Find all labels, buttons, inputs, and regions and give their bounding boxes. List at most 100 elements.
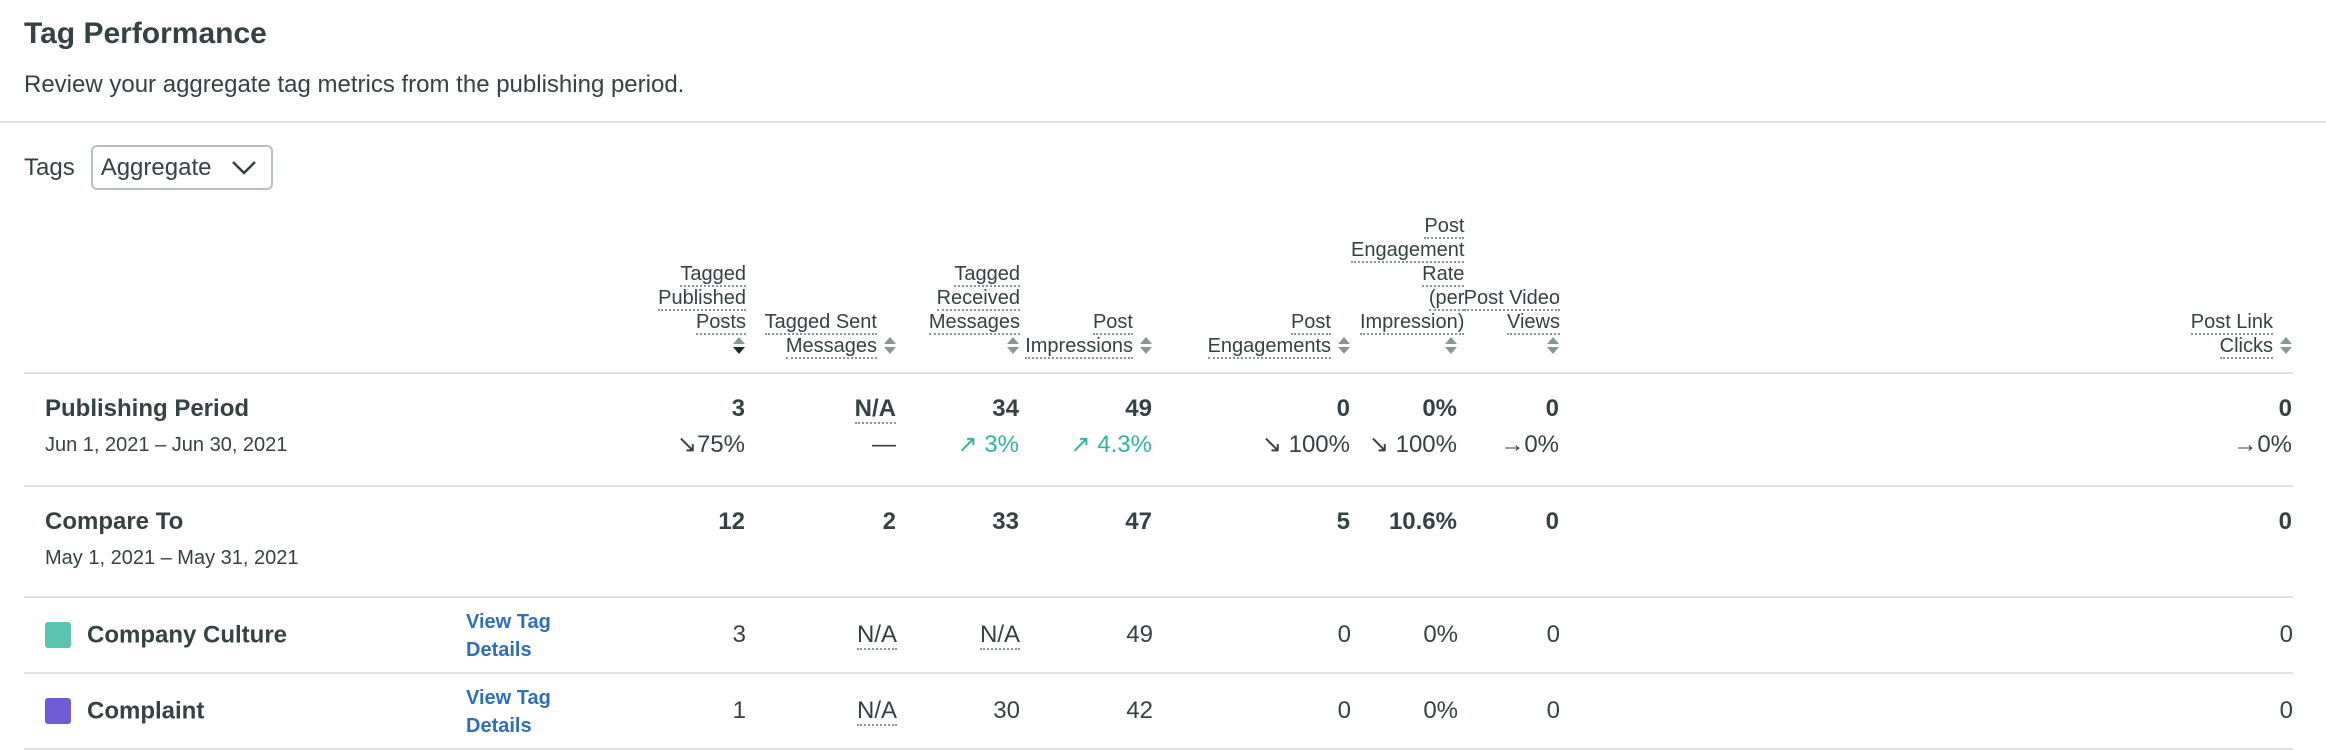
- column-header-text: Post Impressions: [1025, 310, 1133, 359]
- tag-value: 0%: [1423, 697, 1458, 724]
- tag-name: Complaint: [87, 697, 205, 725]
- period-value: 0%: [1422, 395, 1457, 422]
- column-header-7[interactable]: Post Link Clicks: [1560, 214, 2293, 373]
- column-header-line2: Messages: [928, 311, 1020, 335]
- trend-up-icon: ↗: [1070, 431, 1091, 458]
- column-header-4[interactable]: Post Engagements: [1153, 214, 1351, 373]
- column-header-line1: Tagged Received: [936, 263, 1020, 311]
- tag-value: 0: [2279, 697, 2293, 724]
- tag-row: Complaint View Tag Details 1 N/A 30 42 0 0% 0 0: [24, 673, 2293, 749]
- view-tag-details-link[interactable]: View Tag Details: [466, 611, 551, 661]
- compare-metric-1: 2: [746, 486, 897, 597]
- period-delta: ↘ 100%: [1352, 430, 1457, 460]
- trend-flat-icon: →: [2233, 431, 2258, 458]
- compare-value: 5: [1336, 508, 1350, 535]
- tag-metric-1: N/A: [746, 673, 897, 749]
- tag-value: 3: [732, 621, 746, 648]
- tag-name-cell: Company Culture: [24, 597, 466, 673]
- column-header-line2: Clicks: [2219, 335, 2273, 359]
- column-header-line1: Post: [1092, 311, 1133, 335]
- sort-icon[interactable]: [1546, 336, 1560, 356]
- compare-value: 2: [882, 508, 896, 535]
- tag-metric-6: 0: [1458, 597, 1560, 673]
- tags-select[interactable]: Aggregate: [90, 145, 273, 190]
- column-header-line2: Views: [1507, 311, 1560, 335]
- sort-icon[interactable]: [883, 336, 897, 356]
- tag-value: 30: [993, 697, 1020, 724]
- period-delta: —: [747, 430, 896, 460]
- period-delta-value: —: [872, 431, 896, 458]
- tag-metric-2: N/A: [897, 597, 1020, 673]
- tag-metric-7: 0: [1560, 597, 2293, 673]
- column-header-line1: Tagged: [680, 263, 746, 287]
- period-delta-value: 100%: [1281, 431, 1350, 458]
- period-delta: ↘ 100%: [1154, 430, 1350, 460]
- tags-select-value: Aggregate: [100, 153, 212, 181]
- page-header: Tag Performance Review your aggregate ta…: [24, 16, 684, 100]
- tag-value: 1: [732, 697, 746, 724]
- period-delta: →0%: [1561, 430, 2292, 460]
- period-value[interactable]: N/A: [854, 395, 896, 424]
- publishing-period-name: Publishing Period: [45, 395, 250, 422]
- compare-metric-3: 47: [1020, 486, 1153, 597]
- tag-metric-0: 1: [606, 673, 746, 749]
- column-header-text: Post Engagements: [1207, 310, 1331, 359]
- tag-value: 0: [1337, 697, 1351, 724]
- column-header-text: Tagged Sent Messages: [764, 310, 877, 359]
- column-header-text: Post Link Clicks: [2190, 310, 2273, 359]
- tag-name: Company Culture: [87, 621, 288, 649]
- tag-metric-0: 3: [606, 597, 746, 673]
- publishing-period-row: Publishing Period Jun 1, 2021 – Jun 30, …: [24, 373, 2293, 486]
- period-delta: ↘75%: [607, 430, 745, 460]
- compare-metric-7: 0: [1560, 486, 2293, 597]
- sort-icon[interactable]: [2279, 336, 2293, 356]
- column-header-line2: (per Impression): [1359, 287, 1465, 335]
- sort-icon[interactable]: [1139, 336, 1153, 356]
- sort-icon[interactable]: [1006, 336, 1020, 356]
- sort-icon[interactable]: [1337, 336, 1351, 356]
- compare-to-name: Compare To: [45, 508, 184, 535]
- tag-value[interactable]: N/A: [856, 697, 897, 726]
- column-header-line2: Engagements: [1207, 335, 1331, 359]
- period-value: 0: [2278, 395, 2292, 422]
- period-metric-0: 3 ↘75%: [606, 373, 746, 486]
- tag-color-swatch: [45, 698, 71, 725]
- period-metric-3: 49 ↗ 4.3%: [1020, 373, 1153, 486]
- column-header-5[interactable]: Post Engagement Rate (per Impression): [1351, 214, 1465, 373]
- period-delta: →0%: [1459, 430, 1559, 460]
- tag-value[interactable]: N/A: [856, 621, 897, 650]
- compare-metric-4: 5: [1153, 486, 1351, 597]
- column-header-0[interactable]: Tagged Published Posts: [606, 214, 746, 373]
- compare-metric-0: 12: [606, 486, 746, 597]
- column-header-1[interactable]: Tagged Sent Messages: [746, 214, 897, 373]
- sort-icon[interactable]: [1444, 336, 1458, 356]
- tag-metric-6: 0: [1458, 673, 1560, 749]
- column-header-line2: Messages: [785, 335, 877, 359]
- period-delta: ↗ 4.3%: [1021, 430, 1152, 460]
- period-metric-4: 0 ↘ 100%: [1153, 373, 1351, 486]
- tag-row: Company Culture View Tag Details 3 N/A N/A 49…: [24, 597, 2293, 673]
- view-tag-details-link[interactable]: View Tag Details: [466, 687, 551, 737]
- tag-metric-2: 30: [897, 673, 1020, 749]
- compare-to-label: Compare To May 1, 2021 – May 31, 2021: [24, 486, 606, 597]
- tag-performance-table: Tagged Published Posts Tagged Sent Messages…: [24, 214, 2293, 750]
- sort-descending-icon[interactable]: [732, 336, 746, 356]
- trend-down-icon: ↘: [676, 431, 697, 458]
- trend-up-icon: ↗: [957, 431, 978, 458]
- period-delta-value: 0%: [1524, 431, 1559, 458]
- period-value: 49: [1125, 395, 1152, 422]
- compare-metric-6: 0: [1458, 486, 1560, 597]
- column-header-6[interactable]: Post Video Views: [1458, 214, 1560, 373]
- column-header-2[interactable]: Tagged Received Messages: [897, 214, 1020, 373]
- column-header-text: Tagged Received Messages: [897, 262, 1020, 335]
- compare-value: 0: [2278, 508, 2292, 535]
- tag-value: 49: [1126, 621, 1153, 648]
- column-header-3[interactable]: Post Impressions: [1020, 214, 1153, 373]
- tag-metric-3: 49: [1020, 597, 1153, 673]
- period-value: 3: [731, 395, 745, 422]
- page-title: Tag Performance: [24, 17, 267, 50]
- tag-value[interactable]: N/A: [979, 621, 1020, 650]
- column-header-text: Post Engagement Rate (per Impression): [1351, 214, 1465, 335]
- column-header-line2: Published Posts: [658, 287, 746, 335]
- column-header-line1: Post Link: [2190, 311, 2273, 335]
